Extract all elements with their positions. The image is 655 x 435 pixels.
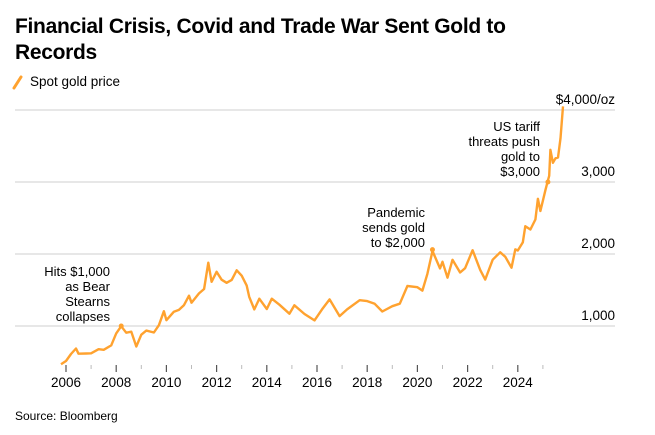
highlight-point: [429, 247, 435, 253]
legend-swatch-icon: [12, 75, 23, 90]
y-tick-labels: 1,000 2,000 3,000 $4,000/oz: [556, 92, 616, 323]
annotation-line: US tariff: [493, 119, 540, 134]
x-axis: 2006 2008 2010 2012 2014 2016 2018 2020 2022 2024: [51, 365, 544, 390]
series-line-spot-gold: [60, 106, 565, 366]
x-tick-label: 2016: [302, 375, 332, 390]
chart-title-line-2: Records: [15, 41, 97, 64]
x-tick-label: 2008: [101, 375, 131, 390]
annotation-line: sends gold: [362, 220, 425, 235]
legend-label: Spot gold price: [30, 74, 120, 89]
x-tick-label: 2020: [402, 375, 432, 390]
annotation-line: gold to: [501, 149, 540, 164]
x-tick-label: 2012: [202, 375, 232, 390]
x-tick-label: 2006: [51, 375, 81, 390]
chart-title-line-1: Financial Crisis, Covid and Trade War Se…: [15, 15, 506, 38]
annotation-line: Pandemic: [367, 205, 425, 220]
annotation-line: Stearns: [65, 294, 110, 309]
y-tick-label: 3,000: [581, 164, 615, 179]
x-tick-label: 2010: [151, 375, 181, 390]
annotation-line: as Bear: [65, 279, 110, 294]
highlight-point: [545, 179, 551, 185]
annotation-line: threats push: [468, 134, 540, 149]
source-note: Source: Bloomberg: [15, 409, 118, 423]
y-tick-label: 2,000: [581, 236, 615, 251]
x-tick-label: 2014: [252, 375, 283, 390]
highlight-point: [118, 323, 124, 329]
y-tick-label: 1,000: [581, 308, 615, 323]
x-tick-label: 2018: [352, 375, 382, 390]
x-tick-label: 2022: [453, 375, 483, 390]
x-tick-label: 2024: [503, 375, 534, 390]
highlight-points: [118, 179, 551, 329]
annotation-line: Hits $1,000: [44, 264, 110, 279]
annotation-line: to $2,000: [371, 235, 425, 250]
annotation-line: collapses: [56, 309, 111, 324]
annotation-line: $3,000: [500, 164, 540, 179]
y-tick-label: $4,000/oz: [556, 92, 616, 107]
